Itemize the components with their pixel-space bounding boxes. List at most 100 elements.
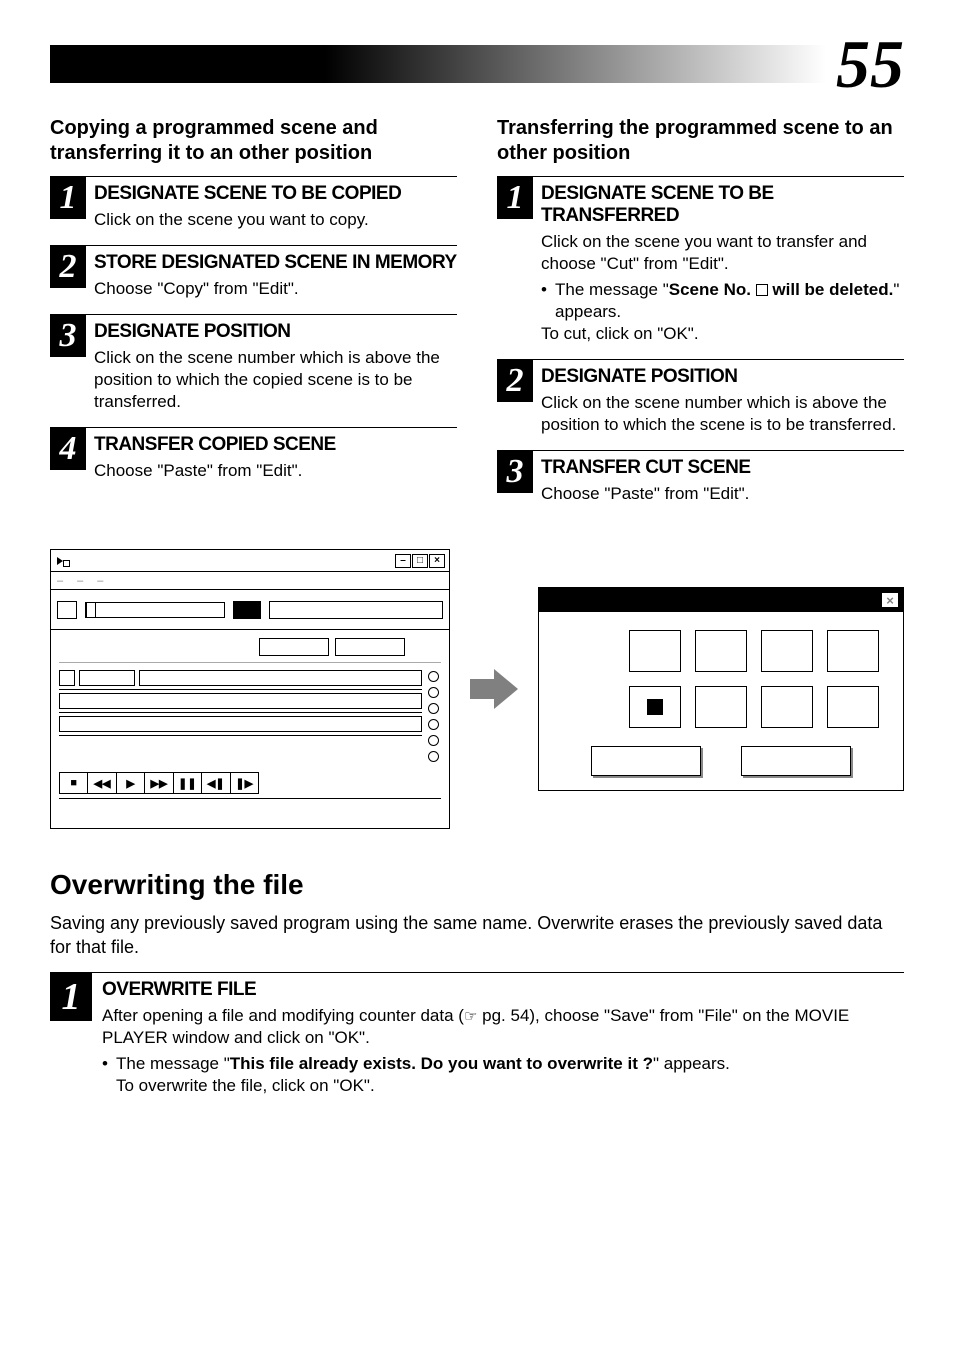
counter-field[interactable] bbox=[335, 638, 405, 656]
step-body: After opening a file and modifying count… bbox=[102, 1005, 904, 1097]
step-body: Choose "Paste" from "Edit". bbox=[541, 483, 904, 505]
step-title: TRANSFER CUT SCENE bbox=[541, 457, 904, 479]
step-number: 1 bbox=[497, 177, 533, 219]
scene-row[interactable] bbox=[59, 713, 422, 736]
dialog-body bbox=[539, 612, 903, 790]
left-step-1: 1 DESIGNATE SCENE TO BE COPIED Click on … bbox=[50, 176, 457, 231]
minimize-button[interactable]: – bbox=[395, 554, 411, 568]
left-step-4: 4 TRANSFER COPIED SCENE Choose "Paste" f… bbox=[50, 427, 457, 482]
step-body: Click on the scene you want to copy. bbox=[94, 209, 457, 231]
close-button[interactable]: × bbox=[429, 554, 445, 568]
toolbar-preview bbox=[233, 601, 261, 619]
dialog-ok-button[interactable] bbox=[591, 746, 701, 776]
app-icon bbox=[55, 554, 71, 568]
bullet-text: The message "Scene No. will be deleted."… bbox=[555, 279, 904, 323]
scene-cell bbox=[59, 716, 422, 732]
counter-field[interactable] bbox=[259, 638, 329, 656]
toolbar-slider[interactable] bbox=[85, 602, 225, 618]
dialog-cancel-button[interactable] bbox=[741, 746, 851, 776]
radio-option[interactable] bbox=[428, 751, 439, 762]
step-number: 4 bbox=[50, 428, 86, 470]
dialog-cell bbox=[695, 630, 747, 672]
window-toolbar bbox=[51, 590, 449, 630]
dialog-cell bbox=[761, 686, 813, 728]
left-step-2: 2 STORE DESIGNATED SCENE IN MEMORY Choos… bbox=[50, 245, 457, 300]
radio-option[interactable] bbox=[428, 671, 439, 682]
play-button[interactable]: ▶ bbox=[117, 773, 145, 793]
step-tail-text: To cut, click on "OK". bbox=[541, 323, 904, 345]
dialog-row-2 bbox=[553, 686, 889, 728]
step-number: 1 bbox=[50, 177, 86, 219]
stop-button[interactable]: ■ bbox=[60, 773, 88, 793]
step-number: 2 bbox=[497, 360, 533, 402]
placeholder-box-icon bbox=[756, 284, 768, 296]
left-column: Copying a programmed scene and transferr… bbox=[50, 116, 457, 519]
step-number: 3 bbox=[497, 451, 533, 493]
toolbar-field[interactable] bbox=[269, 601, 443, 619]
right-column-heading: Transferring the programmed scene to an … bbox=[497, 116, 904, 166]
step-body-text: After opening a file and modifying count… bbox=[102, 1005, 904, 1049]
step-title: STORE DESIGNATED SCENE IN MEMORY bbox=[94, 252, 457, 274]
step-body-text: Click on the scene number which is above… bbox=[541, 392, 904, 436]
window-titlebar: – □ × bbox=[51, 550, 449, 572]
scene-row[interactable] bbox=[59, 690, 422, 713]
step-number: 1 bbox=[50, 973, 92, 1021]
header-black-block bbox=[50, 45, 110, 83]
scene-out-cell bbox=[139, 670, 422, 686]
step-body: Click on the scene you want to transfer … bbox=[541, 231, 904, 345]
confirmation-dialog: × bbox=[538, 587, 904, 791]
overwrite-step-1: 1 OVERWRITE FILE After opening a file an… bbox=[50, 972, 904, 1097]
overwrite-section: Overwriting the file Saving any previous… bbox=[50, 869, 904, 1097]
pause-button[interactable]: ❚❚ bbox=[174, 773, 202, 793]
rewind-button[interactable]: ◀◀ bbox=[88, 773, 116, 793]
menu-item[interactable]: – bbox=[77, 575, 83, 587]
step-forward-button[interactable]: ❚▶ bbox=[231, 773, 258, 793]
bullet-dot: • bbox=[541, 279, 555, 323]
page-number: 55 bbox=[826, 30, 904, 98]
step-title: OVERWRITE FILE bbox=[102, 979, 904, 1001]
step-back-button[interactable]: ◀❚ bbox=[202, 773, 230, 793]
scene-list-area bbox=[59, 662, 441, 766]
illustration-row: – □ × – – – bbox=[50, 549, 904, 829]
dialog-cell bbox=[629, 686, 681, 728]
bullet-item: • The message "This file already exists.… bbox=[102, 1053, 904, 1075]
right-column: Transferring the programmed scene to an … bbox=[497, 116, 904, 519]
toolbar-box[interactable] bbox=[57, 601, 77, 619]
step-number: 3 bbox=[50, 315, 86, 357]
window-control-buttons: – □ × bbox=[395, 554, 445, 568]
step-body-text: Click on the scene number which is above… bbox=[94, 347, 457, 413]
dialog-close-button[interactable]: × bbox=[881, 592, 899, 608]
radio-option[interactable] bbox=[428, 703, 439, 714]
bullet-post: " appears. bbox=[653, 1054, 730, 1073]
step-body-text: Choose "Paste" from "Edit". bbox=[94, 460, 457, 482]
dialog-cell bbox=[695, 686, 747, 728]
step-number: 2 bbox=[50, 246, 86, 288]
overwrite-heading: Overwriting the file bbox=[50, 869, 904, 901]
radio-column bbox=[426, 667, 441, 766]
radio-option[interactable] bbox=[428, 735, 439, 746]
step-body: Choose "Paste" from "Edit". bbox=[94, 460, 457, 482]
step-title: DESIGNATE SCENE TO BE TRANSFERRED bbox=[541, 183, 904, 227]
radio-option[interactable] bbox=[428, 719, 439, 730]
bullet-bold: This file already exists. Do you want to… bbox=[230, 1054, 653, 1073]
instruction-columns: Copying a programmed scene and transferr… bbox=[50, 116, 904, 519]
toolbar-slider-thumb[interactable] bbox=[86, 602, 96, 618]
maximize-button[interactable]: □ bbox=[412, 554, 428, 568]
menu-item[interactable]: – bbox=[57, 575, 63, 587]
scene-cell bbox=[59, 693, 422, 709]
menu-item[interactable]: – bbox=[97, 575, 103, 587]
fast-forward-button[interactable]: ▶▶ bbox=[145, 773, 173, 793]
step-body-text: Click on the scene you want to copy. bbox=[94, 209, 457, 231]
scene-row[interactable] bbox=[59, 667, 422, 690]
bullet-bold: will be deleted. bbox=[768, 280, 894, 299]
top-header-bar: 55 bbox=[50, 30, 904, 98]
step-body: Choose "Copy" from "Edit". bbox=[94, 278, 457, 300]
overwrite-intro: Saving any previously saved program usin… bbox=[50, 911, 904, 960]
step-title: DESIGNATE POSITION bbox=[541, 366, 904, 388]
radio-option[interactable] bbox=[428, 687, 439, 698]
bullet-pre: The message " bbox=[555, 280, 669, 299]
dialog-button-row bbox=[553, 746, 889, 776]
dialog-row-1 bbox=[553, 630, 889, 672]
bullet-dot: • bbox=[102, 1053, 116, 1075]
step-tail-text: To overwrite the file, click on "OK". bbox=[102, 1075, 904, 1097]
